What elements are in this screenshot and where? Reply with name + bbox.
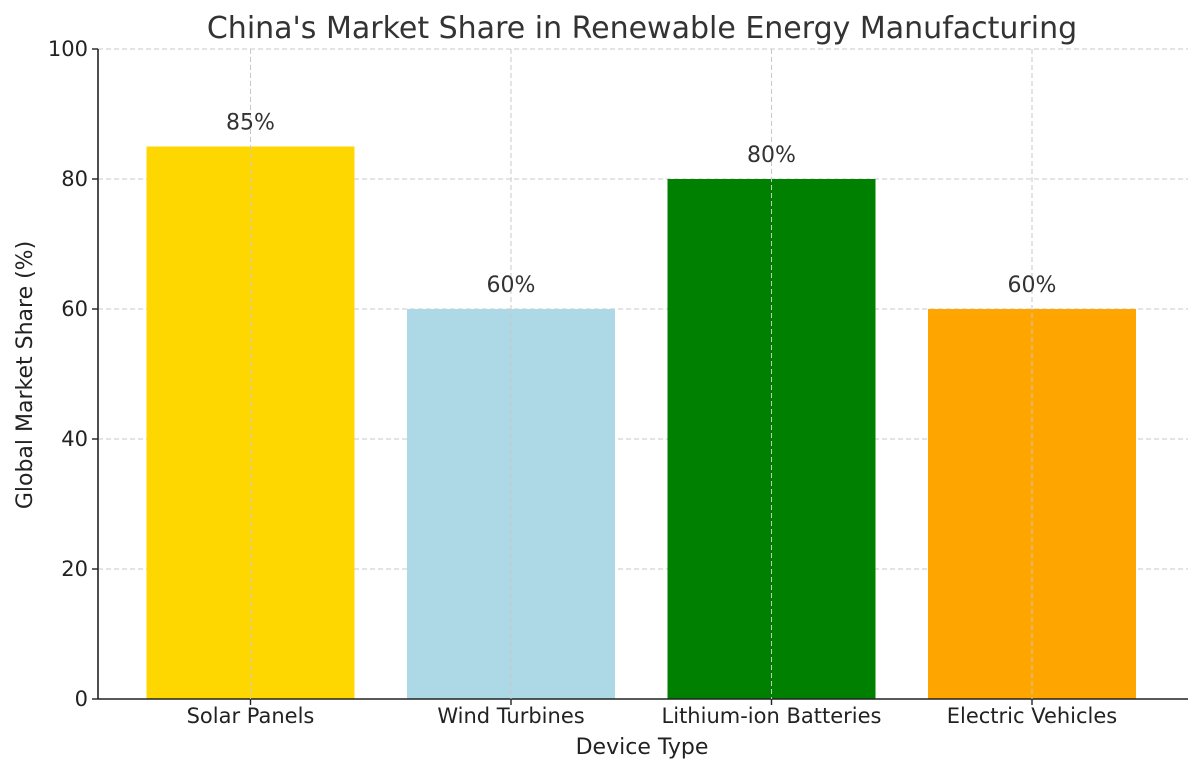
data-labels: 85% 60% 80% 60% [226,49,1056,699]
x-tick-label: Electric Vehicles [947,704,1118,728]
axes [97,49,1188,700]
x-tick-label: Solar Panels [187,704,315,728]
bar-value-label: 85% [226,111,275,136]
chart-title: China's Market Share in Renewable Energy… [207,11,1077,46]
y-tick-label: 20 [61,557,88,581]
x-tick-label: Lithium-ion Batteries [662,704,882,728]
bar-value-label: 60% [487,273,536,298]
tick-labels: 0 20 40 60 80 100 Solar Panels Wind Turbines Lit… [48,37,1117,728]
y-tick-label: 100 [48,37,88,61]
y-tick-label: 40 [61,427,88,451]
bars [146,146,1136,699]
y-axis-label: Global Market Share (%) [13,241,38,509]
y-tick-label: 60 [61,297,88,321]
y-tick-label: 80 [61,167,88,191]
bar-value-label: 60% [1008,273,1057,298]
x-tick-label: Wind Turbines [437,704,584,728]
x-axis-label: Device Type [576,735,709,760]
bar [407,309,615,699]
bar [928,309,1136,699]
y-tick-label: 0 [75,687,88,711]
bar [146,146,355,699]
bar-value-label: 80% [747,143,796,168]
